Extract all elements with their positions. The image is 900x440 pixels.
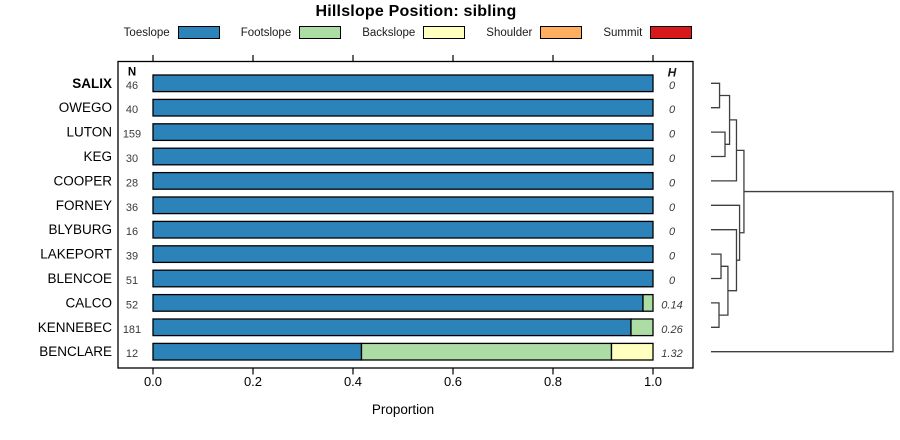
row-label-keg: KEG [83,149,112,164]
n-value-blyburg: 16 [126,226,138,238]
row-label-lakeport: LAKEPORT [40,247,112,262]
bar-segment-kennebec-toeslope [152,318,632,337]
bar-segment-benclare-footslope [360,342,613,361]
legend-swatch-footslope [299,26,342,39]
n-value-keg: 30 [126,153,138,165]
dendrogram-merge-0 [711,82,721,109]
row-label-salix: SALIX [72,76,112,91]
n-value-cooper: 28 [126,177,138,189]
dendrogram-merge-5 [711,302,720,328]
row-label-calco: CALCO [65,295,112,310]
bar-segment-cooper-toeslope [152,171,654,190]
h-column-header: H [668,66,677,80]
legend: Toeslope Footslope Backslope Shoulder Summit [0,26,816,39]
n-value-blencoe: 51 [126,275,138,287]
legend-label: Shoulder [486,26,533,39]
n-value-benclare: 12 [126,348,138,360]
n-value-luton: 159 [123,129,141,141]
dendrogram-merge-6 [719,265,729,316]
bar-segment-forney-toeslope [152,196,654,215]
legend-swatch-toeslope [177,26,220,39]
chart-title: Hillslope Position: sibling [315,3,517,20]
legend-item-footslope: Footslope [241,26,342,39]
n-value-owego: 40 [126,104,138,116]
bar-segment-kennebec-footslope [630,318,654,337]
row-label-blyburg: BLYBURG [48,222,112,237]
n-column-header: N [128,67,136,79]
h-value-cooper: 0 [669,177,676,189]
legend-label: Toeslope [123,26,170,39]
row-label-blencoe: BLENCOE [47,271,112,286]
plot-panel-border [117,60,694,369]
bar-segment-owego-toeslope [152,98,654,117]
x-axis-tick-label: 0.4 [344,374,362,389]
h-value-kennebec: 0.26 [661,324,683,336]
n-value-salix: 46 [126,80,138,92]
legend-swatch-backslope [423,26,466,39]
row-label-cooper: COOPER [53,173,112,188]
legend-label: Footslope [240,26,292,39]
row-label-forney: FORNEY [56,198,112,213]
bar-segment-salix-toeslope [152,74,654,93]
legend-label: Backslope [362,26,416,39]
x-axis-tick-label: 0.8 [544,374,562,389]
dendrogram-merge-7 [711,229,738,292]
legend-item-summit: Summit [603,26,693,39]
bar-segment-benclare-backslope [610,342,654,361]
bar-segment-lakeport-toeslope [152,245,654,264]
bar-segment-luton-toeslope [152,123,654,142]
h-value-lakeport: 0 [669,251,676,263]
h-value-owego: 0 [669,104,676,116]
n-value-lakeport: 39 [126,251,138,263]
x-axis-title: Proportion [372,402,434,417]
legend-swatch-shoulder [540,26,583,39]
h-value-forney: 0 [669,202,676,214]
h-value-blencoe: 0 [669,275,676,287]
legend-label: Summit [603,26,643,39]
x-axis-tick-label: 0.6 [444,374,462,389]
dendrogram-merge-8 [711,204,741,261]
n-value-kennebec: 181 [123,324,141,336]
row-label-luton: LUTON [66,125,112,140]
n-value-calco: 52 [126,299,138,311]
legend-item-shoulder: Shoulder [486,26,583,39]
legend-item-toeslope: Toeslope [124,26,220,39]
bar-segment-blencoe-toeslope [152,269,654,288]
bar-segment-blyburg-toeslope [152,220,654,239]
dendrogram-merge-4 [711,253,722,280]
n-value-forney: 36 [126,202,138,214]
bar-segment-calco-toeslope [152,293,644,312]
h-value-blyburg: 0 [669,226,676,238]
h-value-keg: 0 [669,153,676,165]
dendrogram-merge-1 [711,131,726,158]
dendrogram-merge-3 [711,119,738,182]
bar-segment-calco-footslope [642,293,654,312]
h-value-salix: 0 [669,80,676,92]
row-label-benclare: BENCLARE [39,344,112,359]
x-axis-tick-label: 0.0 [144,374,162,389]
bar-segment-benclare-toeslope [152,342,363,361]
row-label-kennebec: KENNEBEC [38,320,113,335]
bar-segment-keg-toeslope [152,147,654,166]
h-value-benclare: 1.32 [661,348,682,360]
h-value-luton: 0 [669,129,676,141]
x-axis-tick-label: 1.0 [644,374,662,389]
legend-swatch-summit [650,26,693,39]
legend-item-backslope: Backslope [362,26,466,39]
x-axis-tick-label: 0.2 [244,374,262,389]
row-label-owego: OWEGO [59,100,112,115]
dendrogram-merge-10 [711,190,894,353]
h-value-calco: 0.14 [661,299,682,311]
